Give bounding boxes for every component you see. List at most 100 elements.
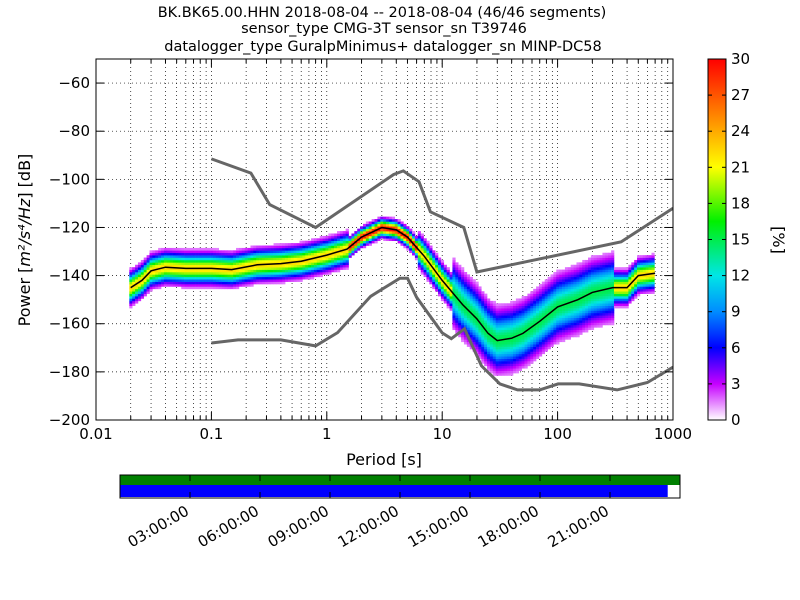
heatmap-cell [645, 259, 649, 263]
heatmap-cell [596, 271, 600, 275]
heatmap-cell [588, 305, 592, 309]
heatmap-cell [348, 247, 352, 251]
heatmap-cell [426, 269, 430, 273]
heatmap-cell [553, 310, 557, 314]
heatmap-cell [253, 267, 257, 270]
heatmap-cell [588, 327, 592, 331]
heatmap-cell [198, 247, 202, 251]
heatmap-cell [579, 312, 583, 316]
heatmap-cell [466, 286, 471, 290]
heatmap-cell [276, 267, 280, 270]
heatmap-cell [475, 339, 479, 343]
heatmap-cell [230, 255, 234, 258]
heatmap-cell [562, 312, 566, 316]
heatmap-cell [570, 310, 574, 314]
heatmap-cell [181, 259, 185, 263]
heatmap-cell [631, 281, 635, 285]
heatmap-cell [186, 279, 191, 282]
heatmap-cell [149, 279, 153, 282]
heatmap-cell [273, 245, 277, 249]
heatmap-cell [437, 264, 442, 268]
heatmap-cell [331, 255, 335, 258]
heatmap-cell [524, 315, 528, 319]
heatmap-cell [331, 247, 335, 251]
heatmap-cell [313, 247, 318, 251]
heatmap-cell [536, 310, 540, 314]
heatmap-cell [305, 257, 309, 261]
heatmap-cell [423, 267, 427, 270]
heatmap-cell [544, 288, 548, 292]
heatmap-cell [639, 257, 644, 261]
heatmap-cell [432, 274, 436, 278]
heatmap-cell [576, 262, 580, 266]
heatmap-cell [550, 296, 554, 299]
heatmap-cell [129, 269, 133, 273]
heatmap-cell [345, 262, 349, 266]
heatmap-cell [169, 274, 173, 278]
heatmap-cell [481, 312, 485, 316]
heatmap-cell [564, 308, 569, 311]
heatmap-cell [420, 250, 424, 254]
heatmap-cell [616, 267, 621, 270]
heatmap-cell [313, 255, 318, 258]
heatmap-cell [530, 300, 534, 304]
heatmap-cell [230, 284, 234, 287]
heatmap-cell [487, 312, 491, 316]
heatmap-cell [201, 281, 205, 285]
heatmap-cell [588, 288, 592, 292]
heatmap-cell [562, 329, 566, 333]
heatmap-cell [510, 322, 514, 326]
heatmap-cell [507, 349, 511, 352]
heatmap-cell [175, 262, 179, 266]
heatmap-cell [296, 243, 300, 246]
heatmap-cell [492, 373, 496, 376]
heatmap-cell [541, 298, 546, 302]
heatmap-cell [599, 291, 603, 294]
heatmap-cell [567, 281, 572, 285]
heatmap-cell [146, 291, 150, 294]
heatmap-cell [452, 320, 456, 323]
heatmap-cell [613, 271, 618, 275]
heatmap-cell [567, 269, 572, 273]
heatmap-cell [345, 257, 349, 261]
heatmap-cell [397, 240, 401, 244]
heatmap-cell [524, 305, 528, 309]
heatmap-cell [313, 238, 318, 242]
heatmap-cell [163, 284, 168, 287]
heatmap-cell [556, 281, 560, 285]
heatmap-cell [466, 310, 471, 314]
heatmap-cell [536, 349, 540, 352]
heatmap-cell [524, 334, 528, 338]
heatmap-cell [536, 332, 540, 335]
heatmap-cell [596, 300, 600, 304]
heatmap-cell [362, 228, 367, 232]
heatmap-cell [311, 243, 315, 246]
heatmap-cell [611, 259, 615, 263]
heatmap-cell [181, 247, 185, 251]
heatmap-cell [417, 231, 421, 234]
heatmap-cell [259, 279, 263, 282]
heatmap-cell [351, 250, 355, 254]
heatmap-cell [631, 293, 635, 297]
heatmap-cell [357, 243, 361, 246]
heatmap-cell [224, 252, 228, 256]
heatmap-cell [463, 303, 468, 306]
heatmap-cell [507, 346, 511, 350]
heatmap-cell [204, 257, 208, 261]
heatmap-cell [247, 262, 251, 266]
heatmap-cell [129, 296, 133, 299]
heatmap-cell [362, 240, 367, 244]
heatmap-cell [562, 308, 566, 311]
heatmap-cell [371, 240, 375, 244]
heatmap-cell [515, 300, 520, 304]
heatmap-cell [570, 281, 574, 285]
heatmap-cell [530, 329, 534, 333]
heatmap-cell [559, 293, 563, 297]
heatmap-cell [452, 267, 456, 270]
heatmap-cell [446, 291, 450, 294]
heatmap-cell [394, 221, 398, 225]
heatmap-cell [146, 264, 150, 268]
heatmap-cell [593, 291, 597, 294]
heatmap-cell [562, 332, 566, 335]
heatmap-cell [319, 262, 323, 266]
